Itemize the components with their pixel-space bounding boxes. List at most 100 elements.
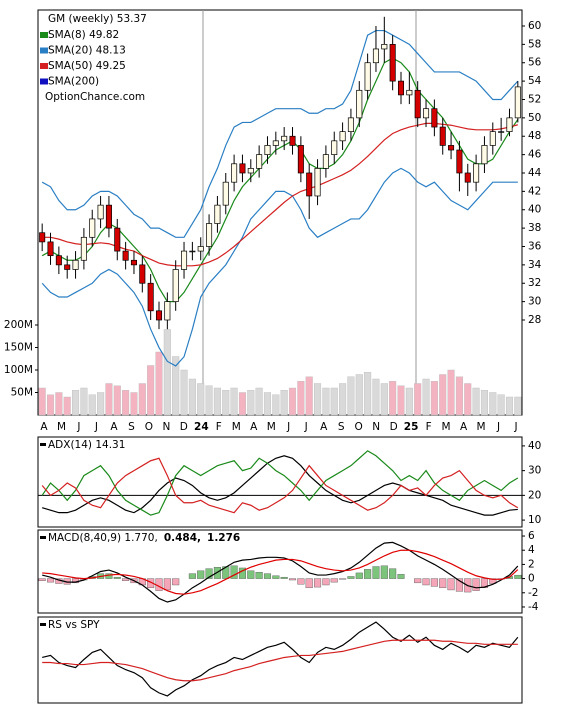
panel-title: RS vs SPY	[48, 619, 100, 631]
volume-bar	[213, 387, 221, 416]
volume-tick-label: 50M	[11, 387, 33, 399]
candle-body	[155, 310, 163, 321]
x-tick-label: O	[145, 421, 153, 433]
volume-bar	[130, 392, 138, 416]
volume-bar	[172, 356, 180, 416]
volume-bar	[38, 387, 46, 416]
y-tick-label: 38	[528, 222, 541, 234]
candle-body	[55, 255, 62, 266]
histogram-bar	[172, 578, 180, 586]
histogram-bar	[339, 578, 347, 580]
volume-bar	[247, 390, 255, 416]
candle-body	[322, 154, 329, 169]
legend-swatch	[40, 32, 48, 38]
candle-body	[80, 236, 87, 261]
volume-bar	[297, 381, 305, 416]
volume-bar	[347, 376, 355, 416]
x-tick-label: J	[304, 421, 308, 433]
histogram-bar	[38, 578, 46, 581]
title-swatch	[40, 443, 46, 446]
candle-body	[489, 131, 496, 146]
candle-body	[72, 259, 79, 270]
y-tick-label: -2	[528, 587, 538, 599]
candle-body	[397, 80, 405, 96]
y-tick-label: 52	[528, 93, 541, 105]
x-tick-label: A	[320, 421, 328, 433]
volume-bar	[205, 385, 213, 416]
indicator-line	[41, 450, 519, 516]
histogram-bar	[205, 568, 213, 579]
legend-swatch	[40, 78, 48, 85]
histogram-bar	[46, 578, 55, 583]
candle-body	[47, 241, 54, 257]
volume-bar	[339, 383, 347, 416]
y-tick-label: 34	[528, 259, 542, 271]
y-tick-label: 40	[528, 204, 541, 216]
x-tick-label: M	[57, 421, 66, 433]
y-tick-label: 2	[528, 558, 535, 570]
volume-bar	[180, 369, 188, 416]
histogram-bar	[297, 578, 305, 585]
volume-bar	[464, 383, 472, 416]
y-tick-label: 50	[528, 112, 541, 124]
candle-body	[339, 131, 346, 142]
x-tick-label: N	[162, 421, 170, 433]
histogram-bar	[113, 576, 121, 579]
candle-body	[97, 204, 104, 220]
x-tick-label: J	[94, 421, 98, 433]
volume-bar	[472, 387, 480, 416]
y-tick-label: 56	[528, 57, 542, 69]
volume-bar	[439, 374, 447, 416]
x-tick-label: D	[390, 421, 398, 433]
histogram-bar	[314, 578, 322, 588]
volume-bar	[414, 383, 422, 416]
histogram-bar	[263, 573, 272, 579]
histogram-bar	[372, 566, 380, 579]
legend-label: 0.484,	[164, 532, 201, 544]
x-tick-label: S	[338, 421, 345, 433]
volume-bar	[330, 387, 338, 416]
histogram-bar	[272, 575, 280, 579]
histogram-bar	[322, 578, 330, 586]
volume-bar	[397, 385, 405, 416]
volume-bar	[163, 329, 171, 416]
volume-bar	[63, 396, 71, 416]
band-upper	[41, 29, 519, 238]
y-tick-label: 10	[528, 514, 541, 526]
histogram-bar	[330, 578, 338, 583]
volume-bar	[505, 396, 514, 416]
panel-title: ADX(14) 14.31	[48, 439, 125, 451]
histogram-bar	[355, 572, 363, 579]
price-panel	[37, 9, 523, 416]
volume-bar	[272, 394, 280, 416]
volume-bar	[97, 392, 105, 416]
histogram-bar	[230, 565, 238, 579]
candle-body	[381, 44, 388, 50]
volume-bar	[280, 390, 288, 416]
candle-body	[256, 154, 263, 169]
histogram-bar	[347, 576, 355, 579]
x-tick-label: J	[496, 421, 500, 433]
x-tick-label: S	[128, 421, 135, 433]
x-tick-label: M	[267, 421, 276, 433]
candle-body	[431, 108, 438, 128]
histogram-bar	[238, 567, 246, 579]
y-tick-label: 28	[528, 314, 541, 326]
candle-body	[247, 168, 254, 174]
candle-body	[214, 204, 221, 224]
x-tick-label: F	[426, 421, 432, 433]
candle-body	[506, 117, 513, 132]
legend-swatch	[40, 47, 48, 54]
volume-bar	[322, 387, 330, 416]
legend-swatch	[40, 63, 48, 69]
volume-bar	[305, 376, 313, 416]
x-tick-label: 25	[404, 421, 419, 433]
histogram-bar	[472, 578, 480, 591]
title-swatch	[40, 623, 46, 626]
volume-bar	[263, 392, 272, 416]
legend-label: 1.276	[207, 532, 240, 544]
volume-bar	[238, 392, 246, 416]
histogram-bar	[305, 578, 313, 589]
